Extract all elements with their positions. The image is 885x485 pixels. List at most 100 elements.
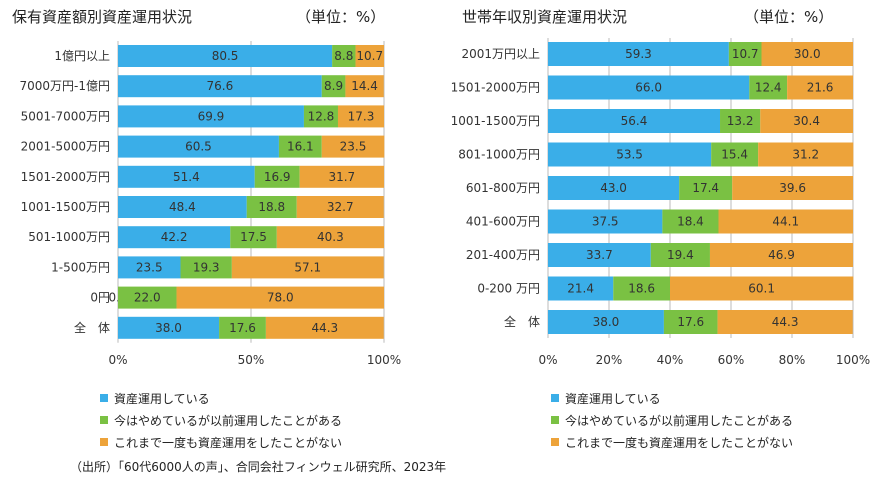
right-category-label: 1501-2000万円 bbox=[451, 81, 540, 95]
left-chart-unit: （単位：%） bbox=[296, 8, 386, 26]
left-data-label: 17.5 bbox=[240, 230, 267, 244]
right-data-label: 33.7 bbox=[586, 248, 613, 262]
right-data-label: 30.4 bbox=[793, 114, 820, 128]
right-category-label: 401-600万円 bbox=[466, 215, 540, 229]
right-legend: 資産運用している 今はやめているが以前運用したことがある これまで一度も資産運用… bbox=[551, 387, 793, 453]
right-data-label: 44.1 bbox=[772, 215, 799, 229]
left-category-label: 全 体 bbox=[74, 320, 110, 335]
legend-item-previously-invested: 今はやめているが以前運用したことがある bbox=[100, 409, 342, 431]
left-bar-previously-invested bbox=[278, 135, 322, 158]
right-chart-title: 世帯年収別資産運用状況 bbox=[462, 8, 628, 26]
left-bar-invested bbox=[118, 196, 247, 218]
legend-label: 資産運用している bbox=[565, 391, 661, 406]
left-bar-invested bbox=[118, 135, 279, 158]
right-bar-previously-invested bbox=[679, 176, 733, 200]
right-bar-never-invested bbox=[718, 209, 853, 234]
left-chart-title: 保有資産額別資産運用状況 bbox=[12, 8, 193, 26]
right-data-label: 59.3 bbox=[625, 47, 652, 61]
left-data-label: 69.9 bbox=[198, 109, 225, 123]
right-data-label: 17.6 bbox=[677, 315, 704, 329]
right-data-label: 18.6 bbox=[628, 282, 655, 296]
right-x-tick-label: 20% bbox=[596, 353, 623, 367]
left-data-label: 8.8 bbox=[334, 49, 353, 63]
left-bar-previously-invested bbox=[246, 196, 297, 218]
left-x-tick-label: 0% bbox=[108, 353, 127, 367]
right-bar-invested bbox=[548, 75, 750, 100]
left-data-label: 14.4 bbox=[351, 79, 378, 93]
left-data-label: 57.1 bbox=[294, 260, 321, 274]
left-data-label: 38.0 bbox=[155, 321, 182, 335]
right-bar-never-invested bbox=[787, 75, 853, 100]
right-x-tick-label: 80% bbox=[779, 353, 806, 367]
right-bar-previously-invested bbox=[662, 209, 719, 234]
left-category-label: 5001-7000万円 bbox=[21, 109, 110, 123]
right-data-label: 21.6 bbox=[807, 81, 834, 95]
left-data-label: 16.9 bbox=[264, 170, 291, 184]
left-bar-never-invested bbox=[337, 105, 384, 128]
left-bar-invested bbox=[118, 75, 322, 98]
left-data-label: 51.4 bbox=[173, 170, 200, 184]
right-data-label: 37.5 bbox=[592, 215, 619, 229]
right-data-label: 31.2 bbox=[792, 148, 819, 162]
right-bar-never-invested bbox=[717, 310, 853, 334]
right-data-label: 10.7 bbox=[732, 47, 759, 61]
right-bar-previously-invested bbox=[720, 109, 761, 133]
left-data-label: 17.6 bbox=[229, 321, 256, 335]
right-data-label: 60.1 bbox=[748, 282, 775, 296]
left-data-label: 60.5 bbox=[185, 140, 212, 154]
left-data-label: 76.6 bbox=[207, 79, 234, 93]
legend-label: 今はやめているが以前運用したことがある bbox=[114, 413, 343, 428]
right-bar-previously-invested bbox=[663, 310, 718, 334]
right-x-tick-label: 100% bbox=[836, 353, 870, 367]
left-bar-previously-invested bbox=[321, 75, 346, 98]
right-category-label: 201-400万円 bbox=[466, 248, 540, 262]
left-chart: 0% 50% 100% 1億円以上 80.5 8.8 10.7 7000万円-1億円 76.6 8… bbox=[19, 41, 401, 367]
right-data-label: 44.3 bbox=[772, 315, 799, 329]
right-category-label: 801-1000万円 bbox=[458, 148, 540, 162]
left-bar-invested bbox=[118, 226, 231, 249]
legend-item-never-invested: これまで一度も資産運用をしたことがない bbox=[551, 431, 793, 453]
left-bar-never-invested bbox=[176, 286, 384, 309]
left-category-label: 2001-5000万円 bbox=[21, 140, 110, 154]
left-bar-invested bbox=[118, 105, 304, 128]
left-data-label: 19.3 bbox=[193, 260, 220, 274]
right-bar-invested bbox=[548, 209, 663, 234]
legend-item-invested: 資産運用している bbox=[551, 387, 793, 409]
left-data-label: 10.7 bbox=[356, 49, 383, 63]
left-bar-previously-invested bbox=[332, 45, 356, 67]
right-x-tick-label: 60% bbox=[718, 353, 745, 367]
legend-label: これまで一度も資産運用をしたことがない bbox=[114, 435, 343, 450]
right-bar-previously-invested bbox=[650, 243, 710, 267]
left-bar-never-invested bbox=[321, 135, 385, 158]
right-bar-never-invested bbox=[732, 176, 853, 200]
right-x-tick-label: 0% bbox=[538, 353, 557, 367]
left-bar-never-invested bbox=[355, 45, 384, 67]
right-category-label: 0-200 万円 bbox=[477, 282, 540, 296]
left-data-label: 40.3 bbox=[317, 230, 344, 244]
left-x-tick-label: 100% bbox=[367, 353, 401, 367]
right-data-label: 13.2 bbox=[727, 114, 754, 128]
right-data-label: 66.0 bbox=[635, 81, 662, 95]
left-data-label: 48.4 bbox=[169, 200, 196, 214]
right-bar-invested bbox=[548, 42, 729, 66]
right-bar-previously-invested bbox=[711, 142, 759, 167]
left-data-label: 78.0 bbox=[267, 291, 294, 305]
left-data-label: 80.5 bbox=[212, 49, 239, 63]
right-category-label: 2001万円以上 bbox=[461, 47, 540, 61]
left-bar-previously-invested bbox=[254, 165, 300, 188]
left-data-label: 18.8 bbox=[258, 200, 285, 214]
right-bar-invested bbox=[548, 176, 680, 200]
left-bar-previously-invested bbox=[219, 316, 266, 339]
legend-swatch-never-invested bbox=[551, 438, 559, 446]
right-category-label: 601-800万円 bbox=[466, 181, 540, 195]
left-data-label: 22.0 bbox=[134, 291, 161, 305]
legend-swatch-never-invested bbox=[100, 438, 108, 446]
right-category-label: 1001-1500万円 bbox=[451, 114, 540, 128]
right-bar-never-invested bbox=[758, 142, 854, 167]
left-data-label: 32.7 bbox=[327, 200, 354, 214]
right-bar-invested bbox=[548, 142, 712, 167]
right-bar-previously-invested bbox=[613, 276, 670, 301]
legend-swatch-previously-invested bbox=[551, 416, 559, 424]
left-bar-never-invested bbox=[231, 256, 384, 279]
right-data-label: 21.4 bbox=[567, 282, 594, 296]
